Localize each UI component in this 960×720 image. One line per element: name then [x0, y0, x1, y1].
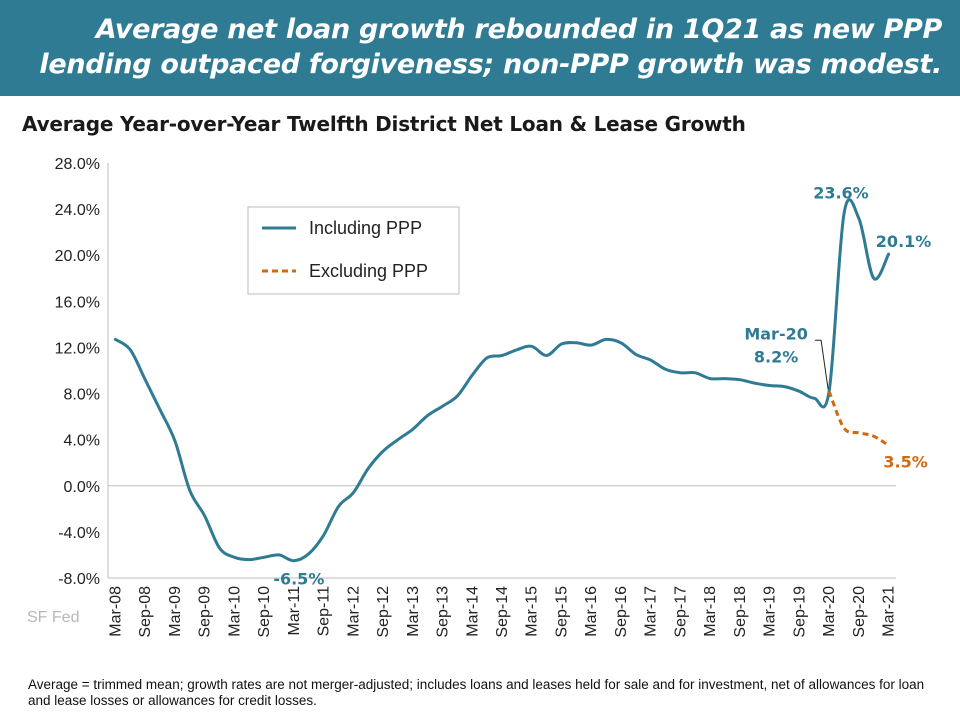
- y-tick-label: 24.0%: [55, 202, 100, 219]
- x-tick-label: Mar-10: [226, 586, 243, 637]
- annotation-last-including: 20.1%: [876, 232, 932, 251]
- annotation-mar20-value: 8.2%: [754, 347, 798, 366]
- x-tick-label: Sep-09: [197, 586, 214, 638]
- series-line-excluding-ppp: [827, 390, 890, 447]
- headline: Average net loan growth rebounded in 1Q2…: [39, 14, 942, 80]
- x-tick-label: Mar-17: [643, 586, 660, 637]
- y-tick-label: 0.0%: [64, 479, 100, 496]
- y-tick-label: -8.0%: [58, 571, 100, 588]
- x-tick-label: Sep-14: [494, 586, 511, 638]
- x-tick-label: Sep-20: [851, 586, 868, 638]
- annotation-mar20-date: Mar-20: [744, 324, 808, 343]
- x-tick-label: Mar-11: [286, 586, 303, 636]
- annotation-min: -6.5%: [273, 570, 324, 589]
- legend-box: [247, 206, 460, 295]
- x-tick-label: Mar-13: [405, 586, 422, 637]
- y-tick-label: 20.0%: [55, 248, 100, 265]
- annotation-leader-line: [815, 339, 829, 390]
- legend-label-excluding: Excluding PPP: [309, 261, 428, 281]
- annotation-last-excluding: 3.5%: [883, 452, 927, 471]
- y-tick-label: 16.0%: [55, 294, 100, 311]
- x-tick-label: Sep-08: [137, 586, 154, 638]
- x-tick-label: Sep-11: [316, 586, 333, 637]
- x-tick-label: Mar-20: [821, 586, 838, 637]
- y-tick-label: 12.0%: [55, 340, 100, 357]
- watermark: SF Fed: [27, 609, 79, 626]
- x-tick-label: Sep-18: [732, 586, 749, 638]
- y-tick-label: 28.0%: [55, 156, 100, 173]
- series-line-including-ppp: [113, 198, 891, 563]
- chart-title: Average Year-over-Year Twelfth District …: [22, 112, 746, 136]
- y-tick-label: 4.0%: [64, 433, 100, 450]
- x-tick-label: Sep-12: [375, 586, 392, 638]
- x-tick-label: Mar-18: [702, 586, 719, 637]
- header-banner: Average net loan growth rebounded in 1Q2…: [0, 0, 960, 96]
- footnote: Average = trimmed mean; growth rates are…: [28, 677, 925, 708]
- x-tick-label: Mar-09: [167, 586, 184, 637]
- x-tick-label: Sep-15: [553, 586, 570, 638]
- x-tick-label: Sep-16: [613, 586, 630, 638]
- x-tick-label: Mar-15: [524, 586, 541, 637]
- x-tick-label: Sep-10: [256, 586, 273, 638]
- x-tick-label: Sep-13: [435, 586, 452, 638]
- y-tick-label: -4.0%: [58, 525, 100, 542]
- x-tick-label: Mar-16: [583, 586, 600, 637]
- y-tick-label: 8.0%: [64, 387, 100, 404]
- x-tick-label: Mar-14: [464, 586, 481, 637]
- x-tick-label: Mar-19: [762, 586, 779, 637]
- x-tick-label: Mar-21: [881, 586, 898, 637]
- x-tick-label: Mar-12: [345, 586, 362, 637]
- legend-label-including: Including PPP: [309, 218, 422, 238]
- annotation-peak: 23.6%: [813, 184, 869, 203]
- x-tick-label: Sep-17: [672, 586, 689, 638]
- x-tick-label: Mar-08: [107, 586, 124, 637]
- x-tick-label: Sep-19: [791, 586, 808, 638]
